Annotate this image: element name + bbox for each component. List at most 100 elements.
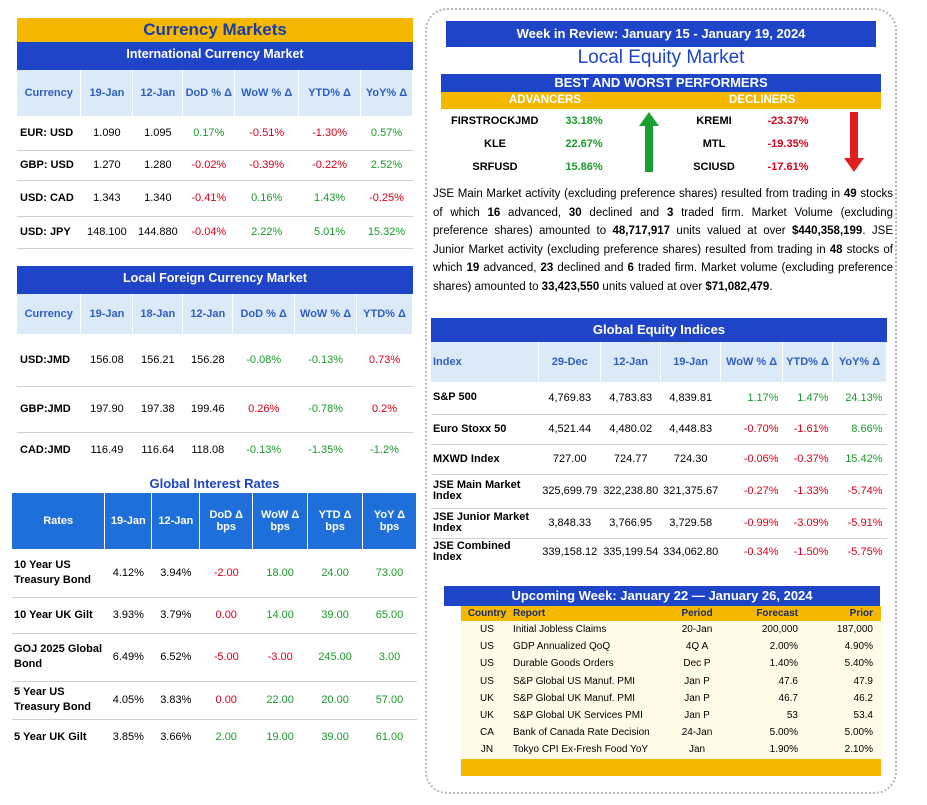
cell: 1.17%	[720, 382, 783, 415]
cell: 3.83%	[151, 681, 200, 720]
cell: -5.91%	[832, 508, 887, 539]
number: $71,082,479	[705, 280, 770, 293]
cell: 322,238.80	[600, 474, 661, 509]
cell: 47.9	[853, 675, 873, 687]
col-header: 19-Jan	[104, 493, 153, 549]
cell: 53.4	[853, 710, 873, 722]
cell: -0.13%	[294, 334, 357, 387]
cell: -0.99%	[720, 508, 783, 539]
table-row: 5 Year UK Gilt 3.85% 3.66% 2.00 19.00 39…	[12, 719, 417, 755]
table-row: JN Tokyo CPI Ex-Fresh Food YoY Jan 1.90% 2.1…	[461, 741, 881, 758]
cell: 245.00	[307, 633, 363, 682]
cell: Euro Stoxx 50	[431, 414, 539, 445]
cell: 5.00%	[769, 727, 798, 739]
cell: S&P Global US Manuf. PMI	[513, 675, 636, 687]
table-row: FIRSTROCKJMD 33.18% KREMI -23.37%	[441, 109, 881, 172]
local-equity-title: Local Equity Market	[577, 47, 745, 68]
cell: 321,375.67	[660, 474, 721, 509]
cell: 1.090	[80, 116, 133, 151]
number: 16	[487, 206, 501, 219]
number: 6	[627, 262, 634, 274]
table-row: JSE Junior Market Index 3,848.33 3,766.9…	[431, 508, 887, 539]
cell: EUR: USD	[17, 116, 81, 151]
cell: 199.46	[182, 386, 233, 433]
cell: 2.52%	[360, 150, 413, 181]
text: declined and	[581, 206, 667, 219]
cell: US	[480, 624, 494, 636]
cell: 3,766.95	[600, 508, 661, 539]
col-header: 12-Jan	[182, 294, 234, 334]
cell: 187,000	[836, 624, 873, 636]
cell: 0.16%	[234, 180, 299, 217]
cell: JSE Combined Index	[433, 540, 511, 564]
cell: 22.00	[252, 681, 308, 720]
table-row: GOJ 2025 Global Bond 6.49% 6.52% -5.00 -…	[12, 633, 417, 682]
cell: 724.77	[600, 444, 661, 475]
table-row: Euro Stoxx 50 4,521.44 4,480.02 4,448.83…	[431, 414, 887, 445]
cell: S&P 500	[431, 382, 539, 415]
table-row: UK S&P Global UK Manuf. PMI Jan P 46.7 46.2	[461, 690, 881, 707]
cell: 1.280	[132, 150, 183, 181]
table-row: UK S&P Global UK Services PMI Jan P 53 53.4	[461, 707, 881, 724]
col-header: YTD% Δ	[298, 70, 362, 116]
cell: 1.90%	[769, 744, 798, 756]
cell: GBP: USD	[17, 150, 81, 181]
cell: 73.00	[362, 549, 417, 598]
cell: S&P Global UK Services PMI	[513, 710, 643, 722]
cell: 2.00%	[769, 641, 798, 653]
number: 49	[843, 188, 857, 200]
cell: 1.343	[80, 180, 133, 217]
col-header: 18-Jan	[132, 294, 184, 334]
cell: Jan	[688, 744, 706, 756]
cell: UK	[480, 692, 494, 704]
col-header: Currency	[17, 294, 82, 334]
col-header: YTD% Δ	[782, 342, 833, 382]
cell: 200,000	[761, 624, 798, 636]
cell: 5.00%	[844, 727, 873, 739]
cell: GOJ 2025 Global Bond	[12, 633, 105, 682]
table-row: GBP:JMD 197.90 197.38 199.46 0.26% -0.78…	[17, 386, 413, 433]
cell: 4Q A	[685, 641, 709, 653]
cell: FIRSTROCKJMD	[451, 114, 539, 127]
table-row: USD: JPY 148.100 144.880 -0.04% 2.22% 5.…	[17, 216, 413, 249]
number: $440,358,199	[791, 225, 863, 237]
col-header: YoY Δ bps	[362, 493, 417, 549]
col-header: WoW % Δ	[234, 70, 300, 116]
table-row: 10 Year US Treasury Bond 4.12% 3.94% -2.…	[12, 549, 417, 598]
table-row: CA Bank of Canada Rate Decision 24-Jan 5.00…	[461, 724, 881, 741]
cell: 3,848.33	[538, 508, 601, 539]
cell: 53	[786, 710, 798, 722]
col-header: Prior	[808, 606, 881, 621]
cell: -0.34%	[743, 546, 779, 559]
cell: -1.50%	[793, 546, 829, 559]
text: JSE Main Market activity (excluding pref…	[433, 188, 844, 200]
currency-markets-title: Currency Markets	[17, 18, 413, 42]
local-currency-panel: Local Foreign Currency Market Currency 1…	[17, 266, 413, 468]
cell: 3.93%	[104, 597, 152, 634]
cell: JSE Junior Market Index	[431, 508, 539, 539]
cell: SRFUSD	[472, 160, 518, 173]
cell: GBP:JMD	[17, 386, 81, 433]
up-arrow-icon	[619, 109, 679, 178]
col-header: 12-Jan	[151, 493, 201, 549]
cell: Initial Jobless Claims	[513, 624, 607, 636]
cell: 22.67%	[565, 137, 603, 150]
cell: -0.27%	[720, 474, 783, 509]
cell: 0.2%	[356, 386, 413, 433]
cell: 4.90%	[844, 641, 873, 653]
cell: CAD:JMD	[20, 444, 71, 457]
cell: 3.94%	[151, 549, 200, 598]
cell: 4,769.83	[538, 382, 601, 415]
cell: -2.00	[199, 549, 253, 598]
cell: CA	[480, 727, 494, 739]
cell: KLE	[484, 137, 506, 150]
upcoming-week-title: Upcoming Week: January 22 — January 26, …	[444, 586, 880, 606]
col-header: DoD % Δ	[232, 294, 296, 334]
cell: 5.40%	[844, 658, 873, 670]
col-header: Currency	[17, 70, 82, 116]
cell: -0.78%	[294, 386, 357, 433]
cell: 20-Jan	[681, 624, 713, 636]
cell: -1.30%	[298, 116, 361, 151]
col-header: 19-Jan	[80, 70, 134, 116]
interest-rates-panel: Global Interest Rates Rates 19-Jan 12-Ja…	[12, 475, 417, 755]
